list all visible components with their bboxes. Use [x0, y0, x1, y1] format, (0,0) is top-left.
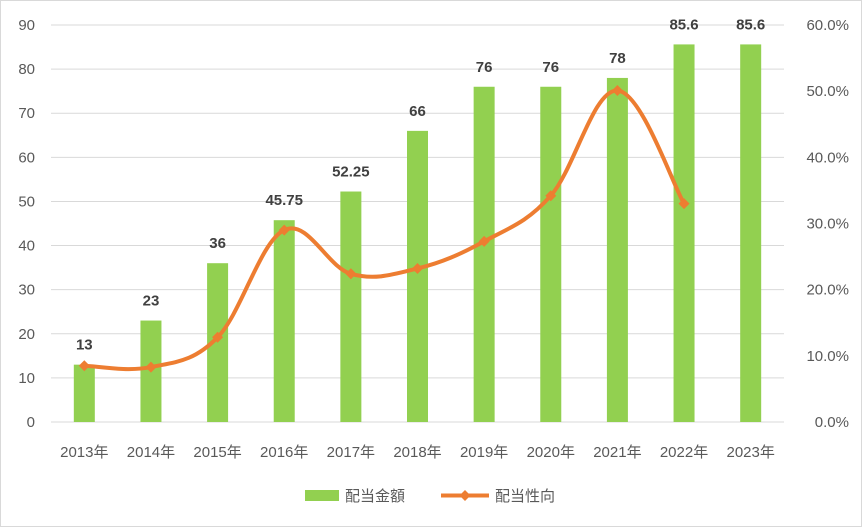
bar-data-label: 76 — [542, 59, 559, 76]
legend-label-bar: 配当金額 — [345, 488, 405, 505]
y-right-tick-label: 60.0% — [806, 17, 849, 34]
y-left-tick-label: 80 — [18, 61, 35, 78]
bar — [473, 86, 495, 422]
x-tick-label: 2021年 — [593, 444, 641, 461]
legend: 配当金額 配当性向 — [305, 488, 555, 505]
y-right-tick-label: 30.0% — [806, 216, 849, 233]
bar — [73, 364, 95, 422]
line-marker — [212, 331, 224, 343]
x-tick-label: 2013年 — [60, 444, 108, 461]
bar-data-label: 78 — [609, 50, 626, 67]
bar-data-label: 85.6 — [669, 16, 698, 33]
x-tick-label: 2019年 — [460, 444, 508, 461]
bar-data-label: 76 — [476, 59, 493, 76]
y-left-tick-label: 90 — [18, 17, 35, 34]
bar-data-labels: 13 23 36 45.75 52.25 66 76 76 78 85.6 85.6 — [76, 16, 765, 353]
y-right-tick-label: 10.0% — [806, 348, 849, 365]
x-axis: 2013年 2014年 2015年 2016年 2017年 2018年 2019年 2020年… — [60, 444, 775, 461]
legend-swatch-marker — [459, 490, 471, 501]
y-left-tick-label: 30 — [18, 282, 35, 299]
bar-data-label: 23 — [143, 293, 160, 310]
line-marker — [545, 190, 557, 202]
y-right-tick-label: 20.0% — [806, 282, 849, 299]
line-marker — [611, 85, 623, 97]
legend-label-line: 配当性向 — [495, 488, 555, 505]
x-tick-label: 2015年 — [193, 444, 241, 461]
bar-series — [73, 44, 762, 423]
bar — [740, 44, 762, 423]
bar-data-label: 85.6 — [736, 16, 765, 33]
y-right-tick-label: 40.0% — [806, 149, 849, 166]
line-marker — [412, 262, 423, 274]
y-axis-right: 0.0% 10.0% 20.0% 30.0% 40.0% 50.0% 60.0% — [806, 17, 849, 431]
bar — [340, 191, 362, 422]
line-series — [78, 85, 690, 373]
line-marker — [278, 224, 290, 236]
y-left-tick-label: 70 — [18, 105, 35, 122]
x-tick-label: 2017年 — [327, 444, 375, 461]
y-left-tick-label: 0 — [27, 414, 35, 431]
x-tick-label: 2016年 — [260, 444, 308, 461]
y-left-tick-label: 20 — [18, 326, 35, 343]
bar — [273, 220, 295, 422]
bar-data-label: 52.25 — [332, 164, 370, 181]
y-left-tick-label: 50 — [18, 193, 35, 210]
y-left-tick-label: 40 — [18, 238, 35, 255]
y-left-tick-label: 60 — [18, 149, 35, 166]
x-tick-label: 2020年 — [527, 444, 575, 461]
bar-data-label: 66 — [409, 103, 426, 120]
bar — [673, 44, 695, 423]
line-path — [84, 88, 686, 372]
legend-swatch-bar — [305, 490, 339, 501]
y-axis-left: 0 10 20 30 40 50 60 70 80 90 — [18, 17, 35, 431]
x-tick-label: 2023年 — [726, 444, 774, 461]
x-tick-label: 2014年 — [127, 444, 175, 461]
line-marker — [78, 360, 90, 372]
line-marker — [345, 268, 357, 280]
bar-data-label: 13 — [76, 337, 93, 354]
x-tick-label: 2022年 — [660, 444, 708, 461]
bar — [606, 77, 628, 422]
line-marker — [678, 198, 690, 210]
bar — [407, 130, 428, 422]
bar-data-label: 36 — [209, 235, 226, 252]
y-right-tick-label: 0.0% — [815, 414, 849, 431]
y-left-tick-label: 10 — [18, 370, 35, 387]
bar — [540, 86, 562, 422]
x-tick-label: 2018年 — [393, 444, 441, 461]
bar-data-label: 45.75 — [265, 192, 303, 209]
line-marker — [145, 361, 157, 373]
y-right-tick-label: 50.0% — [806, 83, 849, 100]
line-marker — [478, 235, 490, 247]
